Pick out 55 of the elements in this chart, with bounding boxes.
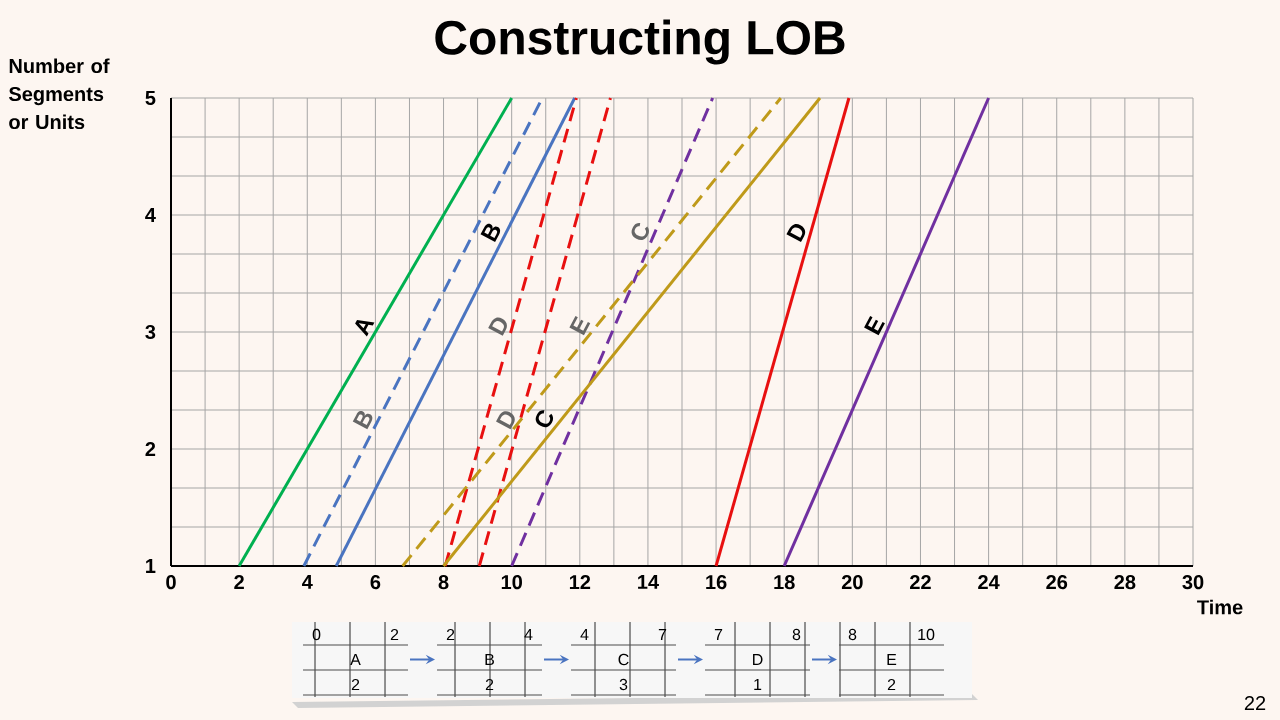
text: 2 bbox=[446, 628, 455, 641]
text: B bbox=[480, 223, 501, 243]
text: 3 bbox=[619, 678, 628, 691]
text: C bbox=[618, 653, 629, 666]
x-tick-label: 6 bbox=[370, 575, 381, 590]
text: D bbox=[753, 653, 763, 665]
y-tick-label: 3 bbox=[145, 324, 156, 340]
x-tick-label: 4 bbox=[302, 575, 313, 589]
text: 7 bbox=[714, 628, 723, 640]
x-tick-label: 2 bbox=[234, 575, 244, 590]
text: 8 bbox=[848, 628, 857, 641]
text: 2 bbox=[485, 678, 494, 691]
x-tick-label: 14 bbox=[638, 575, 659, 589]
x-tick-label: 8 bbox=[438, 575, 449, 590]
text: 2 bbox=[887, 678, 896, 691]
text: E bbox=[569, 315, 591, 336]
text: A bbox=[355, 319, 375, 337]
text: C bbox=[631, 223, 649, 240]
text: A bbox=[350, 653, 361, 665]
text: D bbox=[786, 224, 806, 243]
text: 22 bbox=[1244, 696, 1266, 710]
text: 1 bbox=[754, 678, 762, 690]
x-tick-label: 24 bbox=[978, 575, 1000, 590]
y-tick-label: 1 bbox=[146, 559, 156, 573]
x-tick-label: 18 bbox=[774, 575, 795, 590]
text: B bbox=[485, 653, 494, 665]
text: 2 bbox=[351, 678, 360, 691]
text: E bbox=[864, 315, 885, 336]
x-axis-title: Time bbox=[1197, 599, 1243, 615]
x-tick-label: 30 bbox=[1182, 575, 1204, 590]
chart-title: Constructing LOB bbox=[435, 19, 845, 65]
text: E bbox=[887, 653, 897, 665]
y-axis-title: Number of Segments or Units bbox=[8, 58, 110, 130]
text: 10 bbox=[918, 628, 935, 641]
text: D bbox=[488, 317, 507, 336]
text: 4 bbox=[580, 628, 589, 640]
text: C bbox=[535, 410, 554, 428]
text: 0 bbox=[312, 628, 321, 641]
x-tick-label: 0 bbox=[166, 575, 176, 590]
text: D bbox=[496, 411, 515, 430]
x-tick-label: 26 bbox=[1046, 575, 1068, 590]
y-tick-label: 2 bbox=[145, 442, 156, 456]
x-tick-label: 22 bbox=[910, 575, 931, 590]
text: 8 bbox=[792, 628, 801, 641]
text: B bbox=[352, 410, 373, 430]
x-tick-label: 12 bbox=[569, 575, 591, 590]
x-tick-label: 28 bbox=[1114, 575, 1136, 590]
x-tick-label: 10 bbox=[501, 575, 522, 590]
text: 2 bbox=[390, 628, 399, 641]
y-tick-label: 5 bbox=[145, 91, 156, 105]
text: 7 bbox=[658, 628, 667, 640]
x-tick-label: 16 bbox=[706, 575, 727, 590]
y-tick-label: 4 bbox=[145, 208, 156, 222]
text: 4 bbox=[524, 628, 533, 640]
x-tick-label: 20 bbox=[841, 575, 863, 590]
